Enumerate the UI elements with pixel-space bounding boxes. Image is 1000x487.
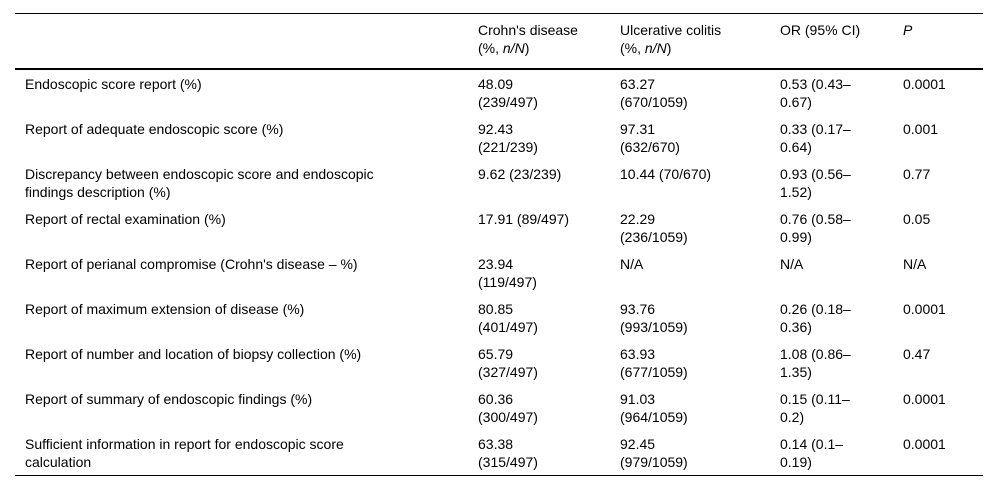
col-header-crohns: Crohn's disease (%, n/N): [478, 13, 620, 70]
p-value: 0.0001: [903, 436, 946, 452]
uc-header-unit: (%, n/N): [620, 40, 672, 56]
p-value: 0.05: [903, 211, 931, 227]
col-header-uc: Ulcerative colitis (%, n/N): [620, 13, 780, 70]
table-row: Discrepancy between endoscopic score and…: [15, 160, 983, 205]
col-header-or: OR (95% CI): [780, 13, 903, 70]
crohns-value: 63.38 (315/497): [478, 436, 538, 470]
uc-value: 63.93 (677/1059): [620, 346, 688, 380]
p-value: 0.0001: [903, 391, 946, 407]
crohns-value: 9.62 (23/239): [478, 166, 562, 182]
uc-value: 22.29 (236/1059): [620, 211, 688, 245]
table-header: Crohn's disease (%, n/N) Ulcerative colit…: [15, 13, 983, 70]
table-row: Sufficient information in report for end…: [15, 430, 983, 476]
crohns-value: 65.79 (327/497): [478, 346, 538, 380]
p-value: 0.47: [903, 346, 931, 362]
or-value: 0.33 (0.17– 0.64): [780, 121, 851, 155]
uc-value: 92.45 (979/1059): [620, 436, 688, 470]
p-value: 0.77: [903, 166, 931, 182]
paper-page: Crohn's disease (%, n/N) Ulcerative colit…: [0, 13, 1000, 487]
row-label: Endoscopic score report (%): [25, 76, 202, 92]
or-value: 0.53 (0.43– 0.67): [780, 76, 851, 110]
or-value: 0.15 (0.11– 0.2): [780, 391, 850, 425]
p-value: 0.0001: [903, 301, 946, 317]
table-row: Report of number and location of biopsy …: [15, 340, 983, 385]
crohns-value: 92.43 (221/239): [478, 121, 538, 155]
row-label: Report of perianal compromise (Crohn's d…: [25, 256, 358, 272]
row-label: Report of number and location of biopsy …: [25, 346, 362, 362]
p-value: N/A: [903, 256, 927, 272]
row-label: Report of maximum extension of disease (…: [25, 301, 305, 317]
or-value: 0.93 (0.56– 1.52): [780, 166, 851, 200]
table-row: Report of rectal examination (%) 17.91 (…: [15, 205, 983, 250]
crohns-header-unit: (%, n/N): [478, 40, 530, 56]
table-body: Endoscopic score report (%) 48.09 (239/4…: [15, 69, 983, 476]
or-value: 1.08 (0.86– 1.35): [780, 346, 851, 380]
p-value: 0.0001: [903, 76, 946, 92]
uc-value: 63.27 (670/1059): [620, 76, 688, 110]
crohns-value: 23.94 (119/497): [478, 256, 537, 290]
row-label: Discrepancy between endoscopic score and…: [25, 166, 374, 200]
crohns-value: 80.85 (401/497): [478, 301, 538, 335]
crohns-value: 48.09 (239/497): [478, 76, 538, 110]
table-row: Report of summary of endoscopic findings…: [15, 385, 983, 430]
table-row: Report of maximum extension of disease (…: [15, 295, 983, 340]
uc-value: 10.44 (70/670): [620, 166, 712, 182]
crohns-value: 17.91 (89/497): [478, 211, 570, 227]
col-header-rowlabel: [15, 13, 478, 70]
crohns-header-name: Crohn's disease: [478, 22, 578, 38]
or-value: 0.76 (0.58– 0.99): [780, 211, 851, 245]
table-row: Report of perianal compromise (Crohn's d…: [15, 250, 983, 295]
or-value: 0.26 (0.18– 0.36): [780, 301, 851, 335]
endoscopy-report-comparison-table: Crohn's disease (%, n/N) Ulcerative colit…: [15, 13, 983, 476]
uc-value: N/A: [620, 256, 644, 272]
uc-value: 93.76 (993/1059): [620, 301, 688, 335]
header-row: Crohn's disease (%, n/N) Ulcerative colit…: [15, 13, 983, 70]
or-value: N/A: [780, 256, 804, 272]
table-row: Endoscopic score report (%) 48.09 (239/4…: [15, 69, 983, 115]
crohns-value: 60.36 (300/497): [478, 391, 538, 425]
row-label: Report of summary of endoscopic findings…: [25, 391, 313, 407]
uc-value: 91.03 (964/1059): [620, 391, 688, 425]
col-header-p: P: [903, 13, 983, 70]
table-row: Report of adequate endoscopic score (%) …: [15, 115, 983, 160]
row-label: Report of adequate endoscopic score (%): [25, 121, 284, 137]
row-label: Report of rectal examination (%): [25, 211, 226, 227]
row-label: Sufficient information in report for end…: [25, 436, 344, 470]
uc-header-name: Ulcerative colitis: [620, 22, 722, 38]
uc-value: 97.31 (632/670): [620, 121, 680, 155]
or-value: 0.14 (0.1– 0.19): [780, 436, 844, 470]
p-value: 0.001: [903, 121, 939, 137]
